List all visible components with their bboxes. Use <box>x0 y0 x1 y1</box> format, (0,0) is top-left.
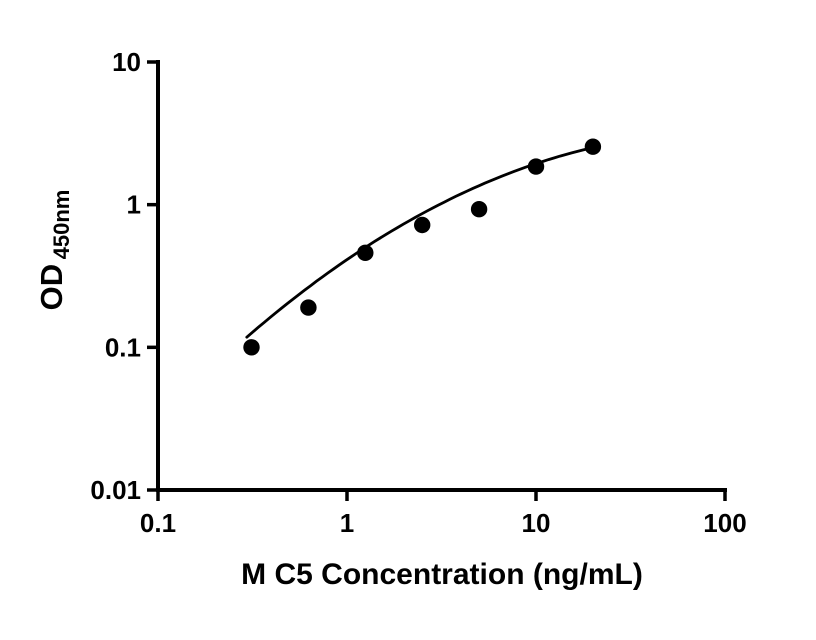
y-tick-label: 1 <box>127 190 141 220</box>
data-point <box>300 299 317 316</box>
data-point <box>357 244 374 261</box>
x-tick-label: 0.1 <box>140 508 176 538</box>
x-tick-label: 1 <box>340 508 354 538</box>
y-axis-title-sub: 450nm <box>49 190 74 260</box>
y-tick-label: 10 <box>112 47 141 77</box>
data-point <box>414 216 431 234</box>
data-point <box>470 201 488 218</box>
y-axis-title: OD 450nm <box>34 190 74 311</box>
data-point <box>527 158 545 175</box>
y-tick-label: 0.1 <box>105 332 141 362</box>
trend-line <box>245 145 597 339</box>
plot-area <box>243 138 602 356</box>
y-tick-label: 0.01 <box>90 475 141 505</box>
x-axis-title: M C5 Concentration (ng/mL) <box>241 558 643 591</box>
data-point <box>243 339 260 356</box>
y-axis-title-main: OD <box>34 264 69 311</box>
axis-frame <box>156 60 727 492</box>
x-tick-label: 10 <box>522 508 551 538</box>
x-tick-label: 100 <box>703 508 746 538</box>
data-point <box>584 138 602 155</box>
